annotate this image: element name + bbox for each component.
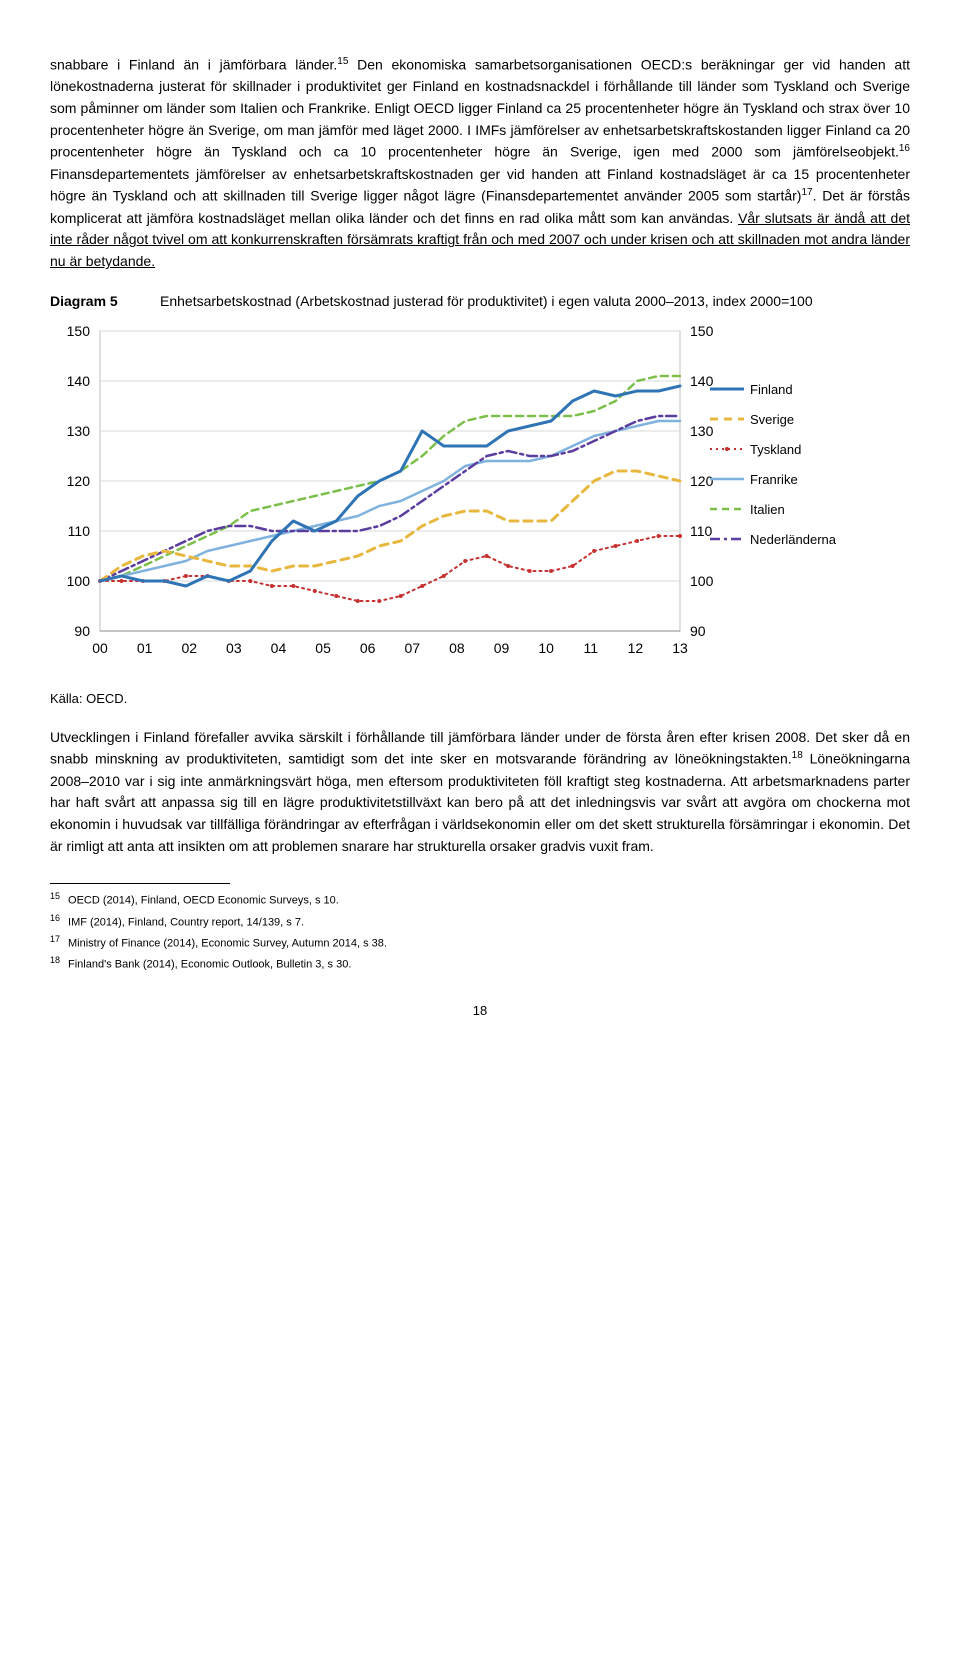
svg-text:02: 02 — [181, 640, 197, 656]
footnote-ref-16: 16 — [899, 143, 910, 154]
chart-source: Källa: OECD. — [50, 689, 910, 709]
svg-text:00: 00 — [92, 640, 108, 656]
svg-text:130: 130 — [690, 423, 714, 439]
svg-text:09: 09 — [494, 640, 510, 656]
svg-text:90: 90 — [690, 623, 706, 639]
svg-text:04: 04 — [271, 640, 287, 656]
paragraph-1: snabbare i Finland än i jämförbara lände… — [50, 54, 910, 273]
svg-text:12: 12 — [628, 640, 644, 656]
footnote-ref-15: 15 — [337, 56, 348, 67]
paragraph-2: Utvecklingen i Finland förefaller avvika… — [50, 727, 910, 858]
svg-text:150: 150 — [690, 323, 714, 339]
diagram-header: Diagram 5 Enhetsarbetskostnad (Arbetskos… — [50, 291, 910, 313]
svg-text:Finland: Finland — [750, 382, 793, 397]
svg-text:150: 150 — [67, 323, 91, 339]
p2-a: Utvecklingen i Finland förefaller avvika… — [50, 729, 910, 767]
footnotes-rule — [50, 883, 230, 884]
footnote-15: 15OECD (2014), Finland, OECD Economic Su… — [50, 890, 910, 909]
svg-text:03: 03 — [226, 640, 242, 656]
svg-text:06: 06 — [360, 640, 376, 656]
unit-labour-cost-chart: 9090100100110110120120130130140140150150… — [50, 319, 870, 679]
svg-text:120: 120 — [67, 473, 91, 489]
footnote-18: 18Finland's Bank (2014), Economic Outloo… — [50, 954, 910, 973]
svg-text:10: 10 — [538, 640, 554, 656]
p1-mid2: Finansdepartementets jämförelser av enhe… — [50, 166, 910, 204]
svg-text:90: 90 — [74, 623, 90, 639]
svg-text:Sverige: Sverige — [750, 412, 794, 427]
footnote-ref-17: 17 — [801, 187, 812, 198]
footnote-16: 16IMF (2014), Finland, Country report, 1… — [50, 912, 910, 931]
svg-text:140: 140 — [690, 373, 714, 389]
svg-text:07: 07 — [405, 640, 421, 656]
svg-text:Nederländerna: Nederländerna — [750, 532, 837, 547]
svg-text:Italien: Italien — [750, 502, 785, 517]
footnotes: 15OECD (2014), Finland, OECD Economic Su… — [50, 890, 910, 973]
footnote-17: 17Ministry of Finance (2014), Economic S… — [50, 933, 910, 952]
svg-text:130: 130 — [67, 423, 91, 439]
p1-pre: snabbare i Finland än i jämförbara lände… — [50, 57, 337, 73]
svg-text:Tyskland: Tyskland — [750, 442, 801, 457]
svg-text:13: 13 — [672, 640, 688, 656]
footnote-ref-18: 18 — [792, 750, 803, 761]
diagram-title: Enhetsarbetskostnad (Arbetskostnad juste… — [160, 291, 813, 313]
svg-text:01: 01 — [137, 640, 153, 656]
svg-text:100: 100 — [690, 573, 714, 589]
svg-text:08: 08 — [449, 640, 465, 656]
svg-text:Franrike: Franrike — [750, 472, 798, 487]
svg-text:110: 110 — [68, 523, 91, 539]
page-number: 18 — [50, 1001, 910, 1021]
svg-text:05: 05 — [315, 640, 331, 656]
svg-text:140: 140 — [67, 373, 91, 389]
svg-text:100: 100 — [67, 573, 91, 589]
svg-text:110: 110 — [690, 523, 713, 539]
svg-text:120: 120 — [690, 473, 714, 489]
svg-text:11: 11 — [583, 640, 598, 656]
diagram-label: Diagram 5 — [50, 291, 160, 313]
